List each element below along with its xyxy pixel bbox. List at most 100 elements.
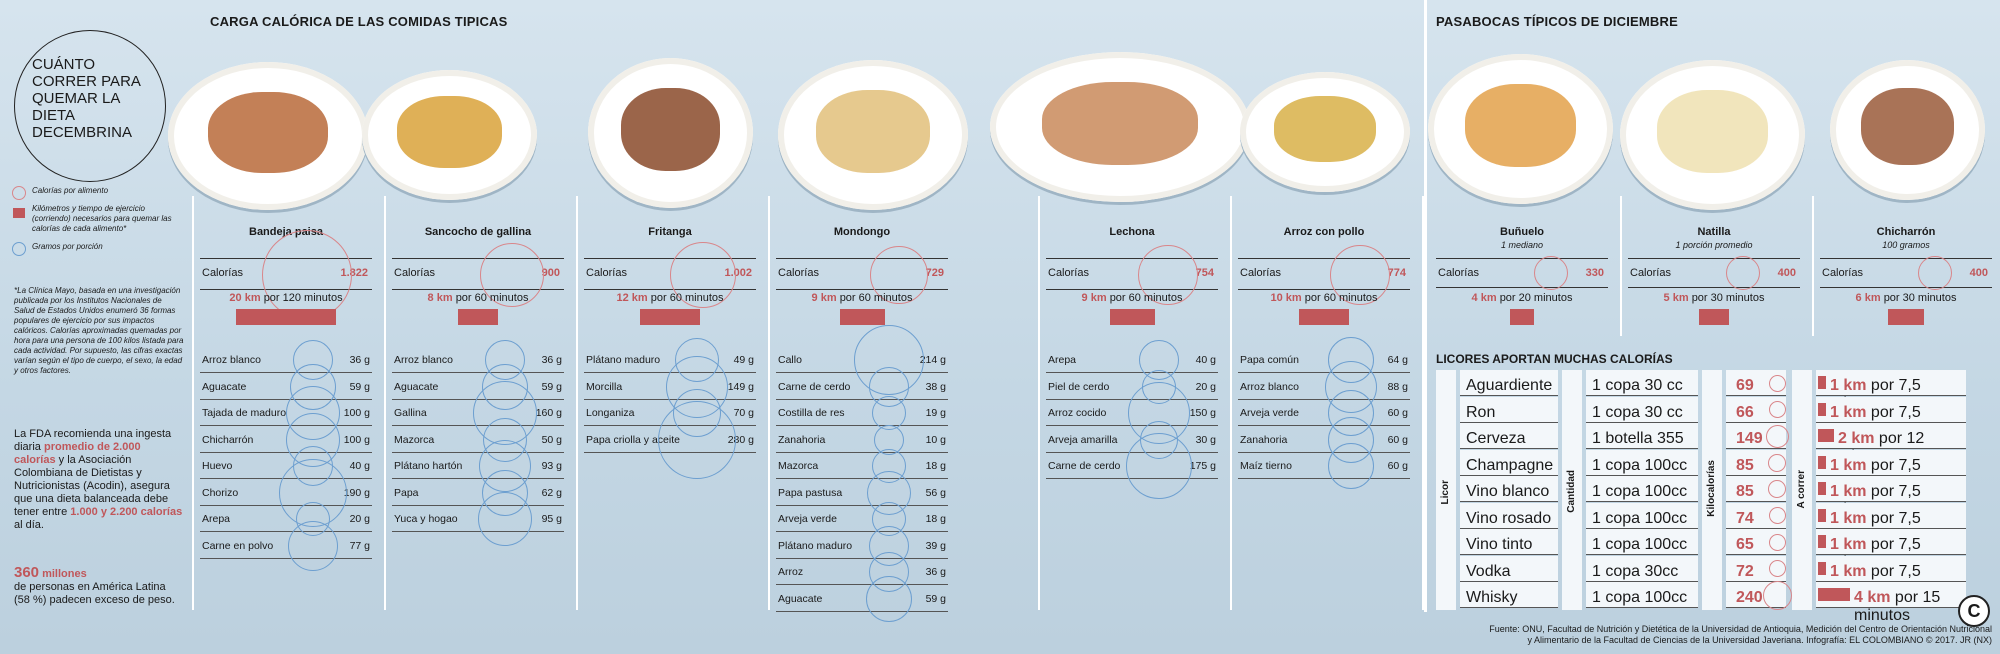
liquor-run-cell: 1 km por 7,5 minutos [1816, 529, 1966, 571]
calorie-value: 400 [1969, 267, 1988, 279]
cantidad-header: Cantidad [1566, 470, 1577, 513]
km-bar [840, 309, 885, 325]
run-km: 4 km [1854, 589, 1891, 606]
column-divider [1812, 196, 1814, 336]
liquor-kcal: 240 [1736, 589, 1763, 606]
km-time: por 60 minutos [650, 292, 724, 304]
calorie-value: 729 [925, 267, 944, 279]
km-time: por 60 minutos [455, 292, 529, 304]
ingredient-row: Zanahoria 10 g [776, 424, 948, 455]
ingredient-name: Arveja verde [778, 513, 837, 525]
calorie-row: Calorías 774 [1238, 245, 1410, 305]
calorie-circle [262, 230, 352, 320]
ingredient-name: Yuca y hogao [394, 513, 458, 525]
km-time: por 60 minutos [1109, 292, 1183, 304]
km-value: 6 km [1855, 292, 1881, 304]
liquor-qty: 1 copa 30 cc [1592, 403, 1683, 421]
ingredient-grams: 60 g [1387, 460, 1408, 472]
snack-portion: 1 mediano [1500, 240, 1544, 250]
km-bar [458, 309, 498, 325]
ingredient-grams: 62 g [541, 486, 562, 499]
ingredient-row: Arroz 36 g [776, 552, 948, 592]
run-bar [1818, 402, 1826, 416]
ingredient-row: Plátano hartón 93 g [392, 440, 564, 492]
food-plate-illustration [1620, 60, 1805, 210]
liquor-name-cell: Aguardiente [1460, 370, 1558, 396]
ingredient-grams: 38 g [925, 380, 946, 393]
ingredient-name: Carne de cerdo [1048, 460, 1121, 472]
licor-header: Licor [1440, 480, 1451, 505]
km-bar [1888, 309, 1924, 325]
footer-source: Fuente: ONU, Facultad de Nutrición y Die… [1489, 624, 1992, 646]
gram-legend-icon [12, 242, 26, 256]
liquor-qty: 1 copa 100cc [1592, 456, 1688, 474]
ingredient-row: Arroz blanco 36 g [200, 340, 372, 380]
ingredient-row: Arroz blanco 36 g [392, 340, 564, 380]
liquor-kcal: 69 [1736, 377, 1754, 394]
column-divider [384, 196, 386, 610]
ingredient-grams: 150 g [1189, 407, 1216, 419]
licores-title: LICORES APORTAN MUCHAS CALORÍAS [1436, 352, 1673, 366]
calorie-circle [1138, 245, 1198, 305]
ingredient-row: Carne en polvo 77 g [200, 520, 372, 571]
el-colombiano-logo: C [1958, 595, 1990, 627]
dish-column: Lechona Calorías 754 9 km por 60 minutos Are… [1046, 196, 1218, 610]
ingredient-name: Zanahoria [1240, 433, 1288, 446]
ingredient-name: Plátano maduro [778, 539, 853, 552]
dish-column: Bandeja paisa Calorías 1.822 20 km por 120 … [200, 196, 372, 610]
ingredient-name: Papa pastusa [778, 486, 843, 499]
liquor-name-cell: Vino rosado [1460, 502, 1558, 529]
ingredient-row: Chicharrón 100 g [200, 412, 372, 467]
ingredient-row: Mazorca 18 g [776, 449, 948, 483]
snack-portion: 100 gramos [1882, 240, 1930, 250]
calorie-value: 774 [1387, 267, 1406, 279]
liquor-name-cell: Vino blanco [1460, 476, 1558, 502]
ingredient-name: Callo [778, 354, 802, 366]
liquor-qty-cell: 1 copa 100cc [1586, 529, 1698, 555]
run-bar [1818, 561, 1826, 575]
ingredient-grams: 95 g [541, 513, 562, 525]
ingredient-row: Arepa 20 g [200, 502, 372, 536]
dish-column: Fritanga Calorías 1.002 12 km por 60 minuto… [584, 196, 756, 610]
column-divider [1620, 196, 1622, 336]
calorie-label: Calorías [202, 267, 243, 279]
ingredient-name: Chicharrón [202, 433, 254, 446]
fda-p1: La FDA recomienda una ingesta diaria [14, 428, 172, 453]
ingredient-name: Papa común [1240, 354, 1299, 366]
fda-text: La FDA recomienda una ingesta diaria pro… [14, 428, 184, 532]
ingredient-name: Piel de cerdo [1048, 380, 1110, 393]
calorie-circle [1534, 256, 1568, 290]
ingredient-name: Arveja amarilla [1048, 433, 1118, 446]
ingredient-name: Arroz [778, 566, 804, 578]
liquor-kcal: 72 [1736, 562, 1754, 580]
column-divider [768, 196, 770, 610]
carga-title: CARGA CALÓRICA DE LAS COMIDAS TIPICAS [210, 14, 508, 29]
liquor-name: Whisky [1466, 589, 1518, 606]
fda-p2: y la Asociación Colombiana de Dietistas … [14, 454, 170, 518]
ingredient-grams: 70 g [733, 407, 754, 419]
food-illustration [1274, 96, 1376, 162]
ingredient-grams: 59 g [541, 380, 562, 393]
liquor-kcal-cell: 240 [1726, 580, 1792, 610]
ingredient-row: Arveja verde 60 g [1238, 390, 1410, 436]
ingredient-name: Aguacate [202, 380, 247, 393]
kcal-header: Kilocalorías [1706, 460, 1717, 517]
kcal-circle [1762, 580, 1792, 610]
liquor-qty-cell: 1 copa 100cc [1586, 502, 1698, 529]
ingredient-grams: 50 g [541, 433, 562, 446]
ingredient-grams: 160 g [535, 407, 562, 419]
food-illustration [1657, 90, 1768, 173]
ingredient-grams: 175 g [1189, 460, 1216, 472]
run-km: 1 km [1830, 403, 1867, 421]
run-bar [1818, 508, 1826, 522]
ingredient-name: Huevo [202, 460, 233, 472]
run-bar [1818, 535, 1826, 548]
ingredient-name: Mazorca [778, 460, 819, 472]
liquor-kcal: 65 [1736, 536, 1754, 553]
ingredient-grams: 56 g [925, 486, 946, 499]
liquor-kcal-cell: 74 [1726, 502, 1786, 529]
km-row: 6 km por 30 minutos [1820, 292, 1992, 304]
ingredient-name: Arroz blanco [202, 354, 261, 366]
liquor-qty-cell: 1 copa 100cc [1586, 449, 1698, 476]
liquor-qty-cell: 1 copa 100cc [1586, 476, 1698, 502]
